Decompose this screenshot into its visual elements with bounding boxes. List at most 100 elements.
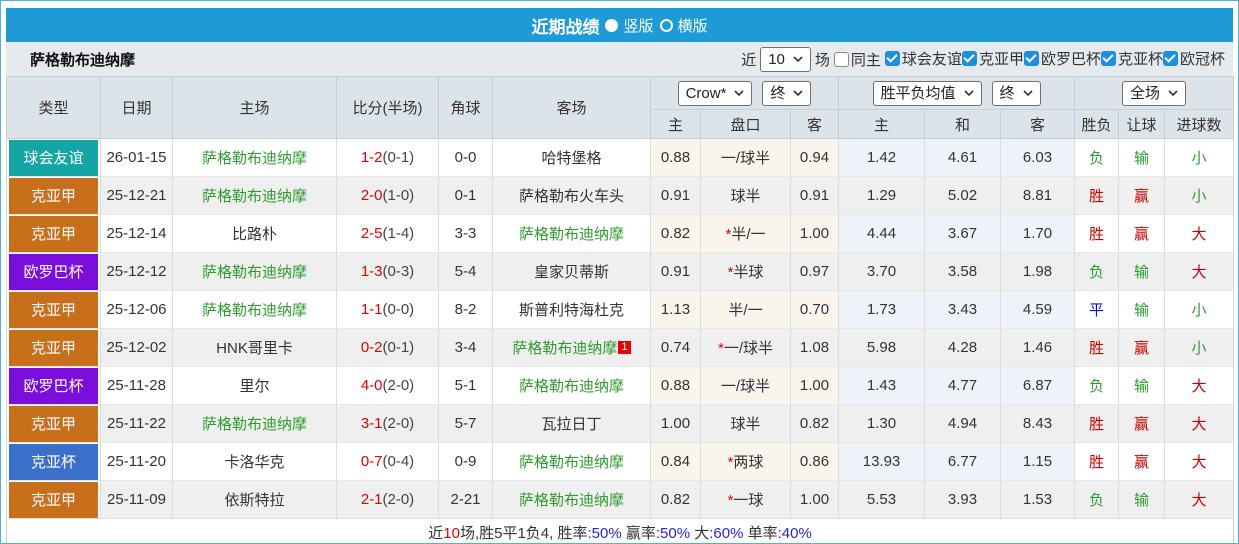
home-team-link[interactable]: 卡洛华克 (224, 454, 285, 471)
wdl-result: 胜 (1074, 176, 1120, 215)
match-date: 25-11-28 (100, 366, 173, 405)
home-team-link[interactable]: 依斯特拉 (224, 492, 285, 509)
away-team-link[interactable]: 萨格勒布迪纳摩 (518, 226, 624, 243)
home-team-link[interactable]: 比路朴 (231, 226, 277, 243)
mean-away-odds: 6.87 (1000, 366, 1076, 405)
let-result: 赢 (1118, 442, 1166, 481)
match-date: 26-01-15 (100, 138, 173, 177)
away-team-link[interactable]: 萨格勒布火车头 (518, 188, 624, 205)
goals-result: 大 (1164, 366, 1235, 405)
col-header-hcp-away: 客 (789, 109, 840, 139)
away-team-link[interactable]: 萨格勒布迪纳摩 (512, 340, 618, 357)
layout-radio-vertical[interactable]: 竖版 (605, 15, 654, 36)
league-type-badge: 克亚杯 (9, 443, 98, 480)
league-filter-checkbox[interactable]: 欧罗巴杯 (1023, 48, 1101, 69)
score-cell: 2-5(1-4) (336, 214, 439, 253)
goals-result: 大 (1164, 480, 1235, 519)
odds-time-select[interactable]: 终 (762, 80, 812, 106)
league-type-cell: 克亚甲 (6, 480, 101, 519)
col-header-home: 主场 (172, 76, 337, 139)
away-team-cell: 萨格勒布迪纳摩 (492, 442, 651, 481)
goals-result: 小 (1164, 328, 1235, 367)
full-time-score: 4-0 (360, 377, 383, 394)
checkbox-unchecked-icon (833, 51, 849, 67)
recent-count-value: 10 (768, 50, 785, 68)
mean-draw-odds: 4.94 (924, 404, 1002, 443)
match-row: 克亚杯 25-11-20 卡洛华克 0-7(0-4) 0-9 萨格勒布迪纳摩 0… (6, 442, 1235, 481)
home-team-link[interactable]: 萨格勒布迪纳摩 (201, 264, 307, 281)
odds-company-value: Crow* (685, 84, 727, 102)
home-team-link[interactable]: HNK哥里卡 (216, 340, 293, 357)
same-home-checkbox[interactable]: 同主 (833, 49, 881, 70)
mean-draw-odds: 3.43 (924, 290, 1002, 329)
corner-score: 0-9 (438, 442, 493, 481)
handicap-home-odds: 0.88 (650, 138, 701, 177)
goals-result: 小 (1164, 138, 1235, 177)
col-header-mean-away: 客 (1000, 109, 1076, 139)
mean-draw-odds: 5.02 (924, 176, 1002, 215)
league-filter-label: 克亚甲 (978, 51, 1024, 68)
away-team-link[interactable]: 斯普利特海杜克 (518, 302, 624, 319)
recent-label: 近 (741, 51, 757, 69)
match-row: 克亚甲 25-11-09 依斯特拉 2-1(2-0) 2-21 萨格勒布迪纳摩 … (6, 480, 1235, 519)
home-team-link[interactable]: 萨格勒布迪纳摩 (201, 302, 307, 319)
score-cell: 0-2(0-1) (336, 328, 439, 367)
filters-group: 近 10 场 同主 球会友谊 克亚甲 欧罗巴杯 克亚杯 欧冠杯 (741, 46, 1225, 72)
layout-radio-horizontal[interactable]: 横版 (659, 15, 708, 36)
handicap-cell: 球半 (700, 404, 791, 443)
away-team-cell: 哈特堡格 (492, 138, 651, 177)
checkbox-checked-icon (884, 51, 900, 66)
league-type-badge: 欧罗巴杯 (9, 367, 98, 404)
league-filter-checkbox[interactable]: 欧冠杯 (1162, 48, 1225, 69)
team-name: 萨格勒布迪纳摩 (30, 51, 136, 69)
mean-type-value: 胜平负均值 (880, 84, 956, 102)
away-sup-badge: 1 (618, 341, 631, 354)
league-filters: 球会友谊 克亚甲 欧罗巴杯 克亚杯 欧冠杯 (884, 48, 1225, 70)
mean-away-odds: 4.59 (1000, 290, 1076, 329)
wdl-result: 胜 (1074, 404, 1120, 443)
mean-type-select[interactable]: 胜平负均值 (872, 80, 982, 106)
away-team-cell: 萨格勒布迪纳摩 (492, 214, 651, 253)
mean-home-odds: 5.98 (838, 328, 926, 367)
league-filter-checkbox[interactable]: 克亚甲 (961, 48, 1024, 69)
wdl-result: 负 (1074, 366, 1120, 405)
league-type-badge: 克亚甲 (9, 215, 98, 252)
away-team-link[interactable]: 萨格勒布迪纳摩 (518, 492, 624, 509)
column-header-row: 主 盘口 客 主 和 客 胜负 让球 进球数 (7, 109, 1235, 139)
mean-away-odds: 8.43 (1000, 404, 1076, 443)
recent-count-select[interactable]: 10 (760, 46, 811, 72)
handicap-home-odds: 0.84 (650, 442, 701, 481)
wdl-result: 胜 (1074, 214, 1120, 253)
wdl-result: 胜 (1074, 328, 1120, 367)
scope-select[interactable]: 全场 (1122, 80, 1187, 106)
home-team-link[interactable]: 萨格勒布迪纳摩 (201, 416, 307, 433)
away-team-link[interactable]: 哈特堡格 (541, 150, 602, 167)
corner-score: 2-21 (438, 480, 493, 519)
home-team-link[interactable]: 萨格勒布迪纳摩 (201, 188, 307, 205)
handicap-cell: *半/一 (700, 214, 791, 253)
odds-company-select[interactable]: Crow* (677, 80, 753, 106)
away-team-link[interactable]: 萨格勒布迪纳摩 (518, 454, 624, 471)
home-team-cell: 比路朴 (172, 214, 337, 253)
checkbox-checked-icon (1023, 51, 1039, 66)
checkbox-checked-icon (1100, 51, 1116, 66)
away-team-link[interactable]: 瓦拉日丁 (541, 416, 602, 433)
league-filter-checkbox[interactable]: 球会友谊 (884, 48, 962, 69)
away-team-link[interactable]: 皇家贝蒂斯 (533, 264, 609, 281)
league-filter-checkbox[interactable]: 克亚杯 (1100, 48, 1163, 69)
league-type-cell: 克亚甲 (6, 328, 101, 367)
handicap-cell: *半球 (700, 252, 791, 291)
mean-home-odds: 4.44 (838, 214, 926, 253)
goals-result: 大 (1164, 252, 1235, 291)
away-team-link[interactable]: 萨格勒布迪纳摩 (518, 378, 624, 395)
league-type-cell: 克亚杯 (6, 442, 101, 481)
col-header-type: 类型 (6, 76, 101, 139)
home-team-link[interactable]: 里尔 (239, 378, 270, 395)
home-team-link[interactable]: 萨格勒布迪纳摩 (201, 150, 307, 167)
let-result: 输 (1118, 138, 1166, 177)
handicap-home-odds: 0.82 (650, 480, 701, 519)
full-time-score: 0-2 (360, 339, 383, 356)
radio-horizontal-label: 横版 (677, 17, 708, 35)
mean-time-select[interactable]: 终 (991, 80, 1041, 106)
home-team-cell: 依斯特拉 (172, 480, 337, 519)
